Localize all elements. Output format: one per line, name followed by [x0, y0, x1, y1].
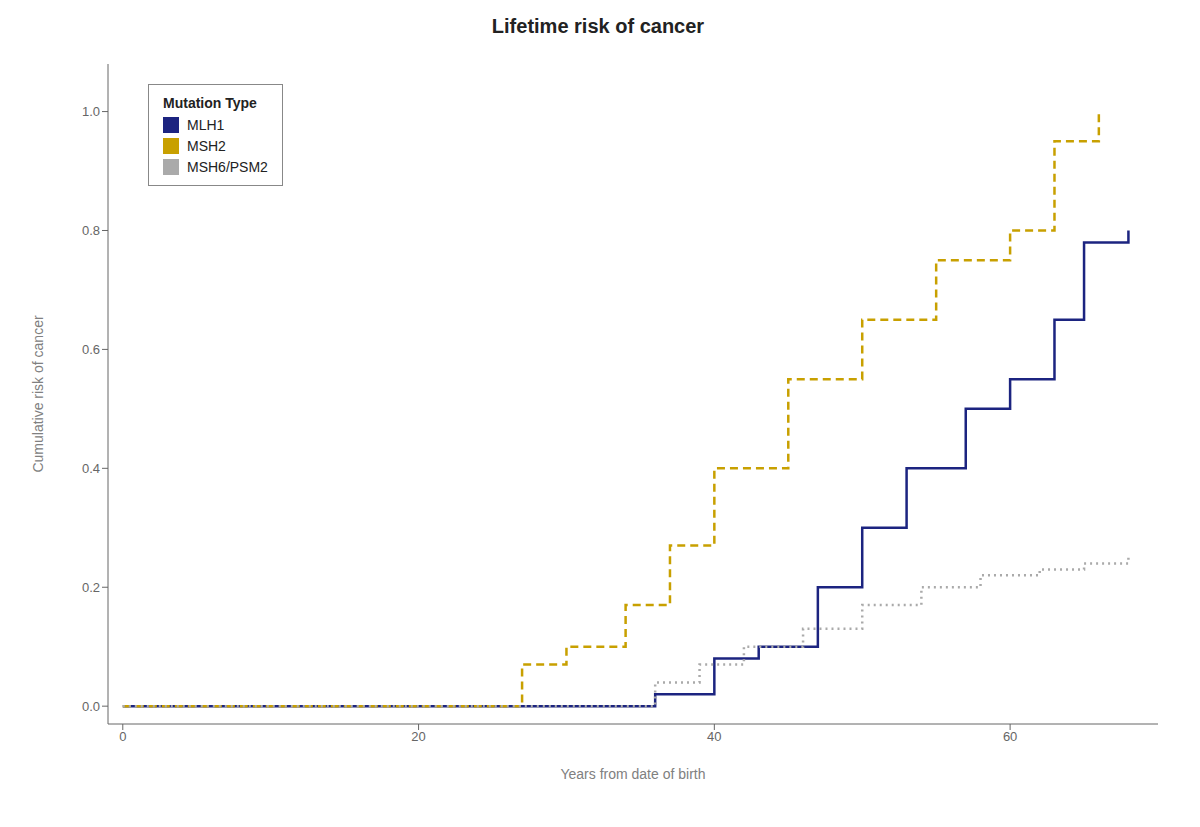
svg-text:40: 40	[707, 729, 721, 744]
html-text:MLH1: MLH1	[187, 117, 225, 133]
html-text:Mutation Type: Mutation Type	[163, 95, 257, 111]
svg-text:Years from date of birth: Years from date of birth	[560, 766, 705, 782]
html-text:MSH6/PSM2: MSH6/PSM2	[187, 159, 268, 175]
svg-text:60: 60	[1003, 729, 1017, 744]
svg-text:20: 20	[411, 729, 425, 744]
svg-text:0.2: 0.2	[82, 580, 100, 595]
svg-text:0.6: 0.6	[82, 342, 100, 357]
html-text:Lifetime risk of cancer: Lifetime risk of cancer	[491, 15, 705, 37]
svg-text:0: 0	[119, 729, 126, 744]
svg-text:0.4: 0.4	[82, 461, 100, 476]
html-text:MSH2: MSH2	[187, 138, 226, 154]
svg-text:0.0: 0.0	[82, 699, 100, 714]
svg-text:1.0: 1.0	[82, 104, 100, 119]
svg-text:Cumulative risk of cancer: Cumulative risk of cancer	[30, 315, 46, 473]
svg-text:0.8: 0.8	[82, 223, 100, 238]
